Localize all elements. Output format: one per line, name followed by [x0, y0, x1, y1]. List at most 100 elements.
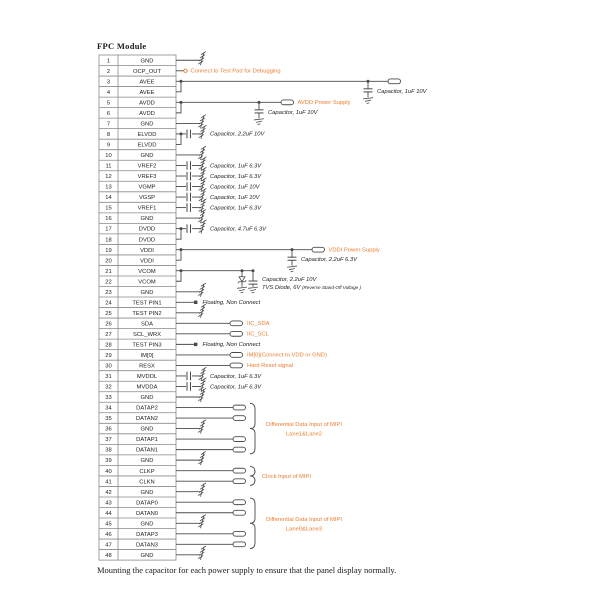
pin-number: 41 — [105, 479, 111, 485]
group-brace — [249, 466, 256, 486]
pin-row-14: 14 VGSP Capacitor, 1uF 10V — [105, 188, 261, 203]
pin-row-33: 33 GND — [105, 387, 207, 403]
pin-row-9: 9 ELVDD — [107, 132, 183, 149]
pin-number: 40 — [105, 469, 111, 475]
junction-dot — [179, 269, 183, 273]
pin-name: ELVDD — [138, 132, 157, 138]
pin-number: 46 — [105, 532, 111, 538]
pin-name: RESX — [139, 364, 155, 370]
connector-pad-symbol — [232, 446, 246, 453]
capacitor-symbol — [362, 81, 374, 104]
ground-symbol — [236, 286, 248, 294]
group-label: Differential Data Input of MIPI — [266, 422, 342, 428]
pin-number: 20 — [105, 258, 111, 264]
float-terminal-symbol — [194, 300, 198, 304]
pin-name: GND — [141, 395, 154, 401]
pin-name: DATAN2 — [136, 416, 158, 422]
capacitor-label: Capacitor, 1uF 6.3V — [210, 174, 262, 180]
module-title: FPC Module — [97, 41, 147, 51]
pin-row-7: 7 GND — [107, 114, 207, 129]
signal-label: IIC_SCL — [247, 332, 270, 338]
pin-number: 25 — [105, 311, 111, 317]
no-connect-hatch-symbol — [198, 219, 207, 234]
signal-label: IIC_SDA — [247, 321, 270, 327]
pin-number: 32 — [105, 385, 111, 391]
signal-label: Hard Reset signal — [247, 363, 293, 369]
capacitor-label: Capacitor, 2.2uF 6.3V — [301, 257, 358, 263]
junction-dot — [179, 79, 183, 83]
capacitor-label: Capacitor, 1uF 10V — [377, 89, 428, 95]
pin-name: DATAP0 — [136, 500, 158, 506]
connector-pad-symbol — [232, 509, 246, 516]
pin-row-43: 43 DATAP0 — [105, 499, 246, 506]
pin-row-13: 13 VGMP Capacitor, 1uF 10V — [105, 177, 261, 192]
capacitor-symbol — [186, 371, 191, 381]
pin-name: DATAN1 — [136, 448, 158, 454]
pin-name: GND — [141, 290, 154, 296]
pin-row-18: 18 DVDD — [105, 227, 183, 243]
connector-pad-symbol — [232, 404, 246, 411]
capacitor-symbol — [186, 182, 191, 191]
ground-symbol — [286, 265, 298, 273]
pin-number: 18 — [105, 237, 111, 243]
pin-number: 13 — [105, 185, 111, 191]
pin-name: AVEE — [139, 79, 154, 85]
pin-row-46: 46 DATAP3 — [105, 530, 246, 538]
ground-symbol — [253, 118, 265, 125]
capacitor-symbol — [286, 249, 298, 273]
pin-number: 30 — [105, 364, 111, 370]
junction-dot — [179, 227, 183, 231]
pin-number: 39 — [105, 458, 111, 464]
pin-name: VGSP — [139, 195, 155, 201]
pin-row-45: 45 GND — [105, 514, 207, 529]
connector-pad-symbol — [229, 352, 243, 358]
pin-row-10: 10 GND — [105, 145, 207, 161]
pin-number: 8 — [107, 132, 110, 138]
signal-label: IM[0](Connect to VDD or GND) — [247, 353, 327, 359]
junction-dot — [179, 248, 183, 252]
pin-row-38: 38 DATAN1 — [105, 446, 246, 454]
no-connect-hatch-symbol — [197, 451, 207, 466]
connector-pad-symbol — [280, 99, 294, 106]
pin-number: 31 — [105, 374, 111, 380]
no-connect-hatch-symbol — [197, 114, 207, 129]
capacitor-label: Capacitor, 1uF 10V — [210, 195, 261, 201]
pin-row-37: 37 DATAP1 — [105, 436, 246, 443]
pin-name: VCOM — [138, 279, 156, 285]
pin-number: 38 — [105, 448, 111, 454]
pin-number: 4 — [107, 90, 111, 96]
pin-number: 45 — [105, 521, 111, 527]
capacitor-label: Capacitor, 1uF 6.3V — [210, 205, 262, 211]
pin-row-5: 5 AVDD AVDD Power Supply Capacitor, 1uF 10V — [107, 99, 351, 125]
pin-name: OCP_OUT — [133, 69, 161, 75]
pin-name: SDA — [141, 321, 153, 327]
capacitor-label: Capacitor, 4.7uF 6.3V — [210, 226, 267, 232]
pin-row-21: 21 VCOM Capacitor, 2.2uF 10V TVS Diode, 6V … — [105, 269, 361, 294]
pin-name: VREF1 — [138, 206, 157, 212]
pin-row-24: 24 TEST PIN1 Floating, Non Connect — [105, 300, 260, 306]
pin-number: 5 — [107, 100, 110, 106]
mipi-group-3: Differential Data Input of MIPI Lane0&Lan… — [249, 497, 342, 549]
no-connect-hatch-symbol — [197, 545, 207, 560]
pin-number: 10 — [105, 153, 111, 159]
group-label: Clock Input of MIPI — [262, 474, 311, 480]
no-connect-hatch-symbol — [198, 177, 207, 192]
pin-number: 24 — [105, 300, 112, 306]
pin-row-42: 42 GND — [105, 482, 207, 497]
pin-row-35: 35 DATAN2 — [105, 415, 246, 422]
capacitor-label: Capacitor, 1uF 6.3V — [210, 163, 262, 169]
pin-number: 1 — [107, 58, 110, 64]
pin-row-22: 22 VCOM — [105, 269, 183, 285]
pin-name: VCOM — [138, 269, 156, 275]
pin-name: GND — [141, 553, 154, 559]
capacitor-symbol — [186, 382, 191, 391]
connector-pad-symbol — [232, 467, 246, 474]
pin-number: 9 — [107, 143, 110, 149]
pin-row-29: 29 IM[0] IM[0](Connect to VDD or GND) — [105, 352, 327, 359]
ground-symbol — [247, 286, 259, 294]
pin-row-17: 17 DVDD Capacitor, 4.7uF 6.3V — [105, 219, 267, 234]
group-brace — [249, 497, 256, 549]
test-pad-circle — [183, 68, 188, 73]
capacitor-symbol — [253, 102, 265, 125]
connector-pad-symbol — [387, 78, 401, 85]
